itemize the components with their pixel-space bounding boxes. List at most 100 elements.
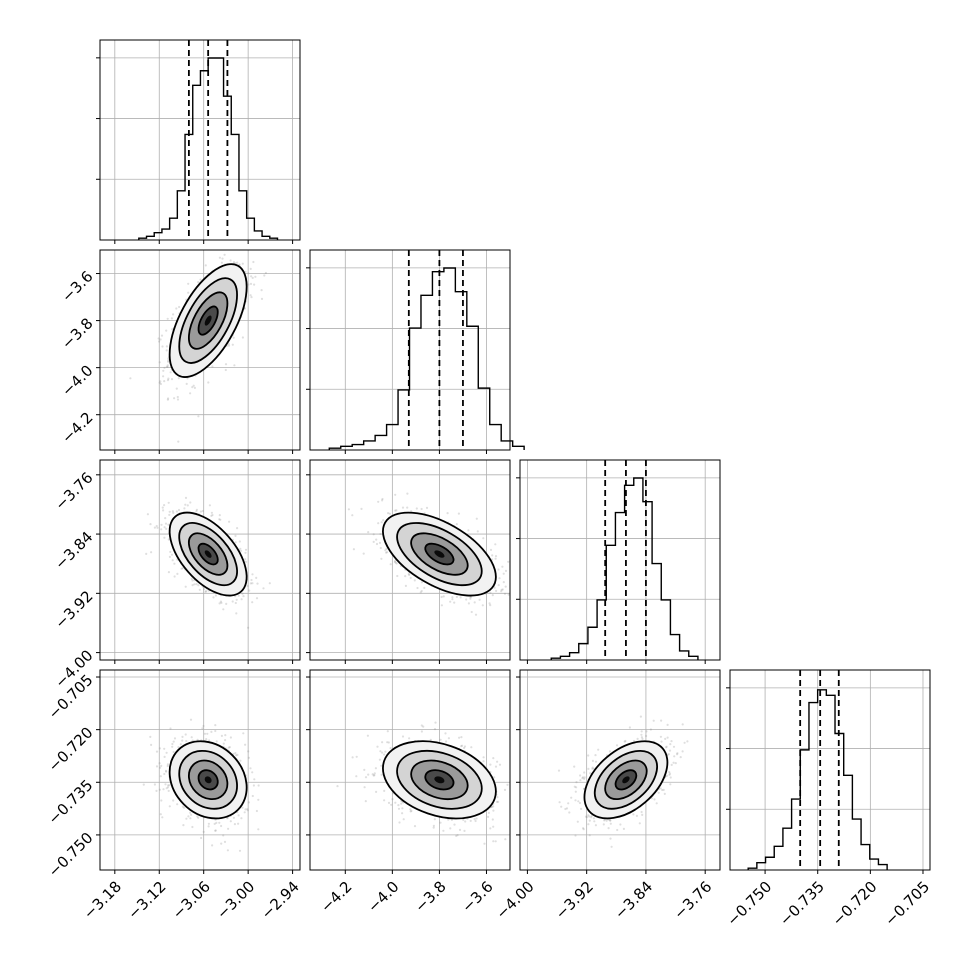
sample-point (233, 364, 236, 367)
sample-point (383, 799, 386, 802)
sample-point (422, 725, 425, 728)
xtick-label: −3.12 (124, 878, 169, 923)
sample-point (159, 338, 162, 341)
sample-point (158, 762, 161, 765)
sample-point (251, 573, 254, 576)
sample-point (262, 587, 265, 590)
sample-point (372, 533, 375, 536)
sample-point (398, 821, 401, 824)
sample-point (500, 590, 503, 593)
sample-point (229, 259, 232, 262)
sample-point (489, 548, 493, 552)
sample-point (214, 724, 217, 727)
sample-point (241, 262, 244, 265)
sample-point (166, 365, 169, 368)
sample-point (394, 801, 397, 804)
sample-point (167, 377, 170, 380)
xtick-label: −4.2 (317, 878, 355, 916)
sample-point (497, 800, 500, 804)
sample-point (185, 382, 188, 385)
sample-point (498, 577, 501, 580)
sample-point (215, 740, 218, 743)
sample-point (169, 371, 172, 374)
sample-point (380, 773, 383, 776)
ytick-label: −3.8 (58, 314, 96, 352)
sample-point (387, 801, 391, 805)
panel-frame (519, 459, 721, 661)
sample-point (189, 718, 193, 721)
sample-point (423, 586, 426, 590)
sample-point (251, 601, 254, 604)
sample-point (159, 380, 162, 383)
sample-point (475, 517, 478, 520)
sample-point (367, 531, 370, 534)
sample-point (364, 800, 367, 803)
sample-point (401, 735, 405, 738)
sample-point (375, 790, 378, 794)
sample-point (366, 734, 369, 737)
sample-point (668, 773, 671, 776)
sample-point (181, 735, 184, 739)
sample-point (442, 595, 445, 598)
sample-point (219, 518, 222, 521)
sample-point (164, 783, 167, 786)
sample-point (487, 815, 490, 819)
sample-point (502, 572, 505, 575)
sample-point (240, 817, 243, 820)
sample-point (382, 519, 385, 522)
sample-point (360, 507, 363, 510)
sample-point (182, 824, 185, 827)
sample-point (250, 296, 253, 299)
sample-point (460, 745, 463, 748)
sample-point (489, 827, 492, 830)
sample-point (507, 593, 510, 596)
scatter-panel-3-2: −4.00 −3.92 −3.84 −3.76 (492, 669, 721, 923)
sample-point (170, 553, 174, 556)
sample-point (224, 734, 227, 737)
sample-point (478, 598, 481, 601)
sample-point (240, 598, 243, 601)
sample-point (470, 610, 473, 614)
sample-point (184, 585, 187, 588)
sample-point (377, 522, 380, 525)
sample-point (185, 739, 188, 743)
sample-point (264, 271, 267, 275)
sample-point (378, 541, 382, 545)
sample-point (165, 365, 168, 368)
sample-point (158, 361, 161, 364)
sample-point (389, 563, 392, 566)
sample-point (229, 820, 232, 823)
sample-point (385, 551, 388, 554)
sample-point (379, 750, 382, 753)
sample-point (602, 823, 605, 826)
sample-point (390, 803, 393, 806)
sample-point (475, 817, 478, 820)
sample-point (247, 750, 250, 753)
sample-point (247, 626, 250, 629)
sample-point (160, 523, 163, 526)
sample-point (191, 579, 194, 582)
sample-point (241, 592, 244, 595)
sample-point (162, 369, 165, 372)
sample-point (336, 785, 339, 788)
sample-point (494, 840, 497, 843)
sample-point (184, 496, 188, 499)
sample-point (249, 282, 253, 285)
ytick-label: −0.735 (45, 776, 97, 828)
sample-point (239, 759, 242, 762)
sample-point (449, 827, 452, 830)
sample-point (402, 818, 405, 821)
sample-point (413, 825, 417, 828)
sample-point (458, 828, 462, 832)
sample-point (165, 345, 168, 348)
sample-point (588, 834, 591, 837)
sample-point (179, 743, 182, 746)
ytick-label: −3.6 (58, 267, 96, 305)
sample-point (407, 572, 410, 576)
sample-point (178, 305, 181, 309)
sample-point (249, 267, 252, 270)
sample-point (498, 763, 502, 766)
sample-point (506, 783, 509, 786)
sample-point (433, 728, 437, 731)
sample-point (672, 761, 675, 764)
